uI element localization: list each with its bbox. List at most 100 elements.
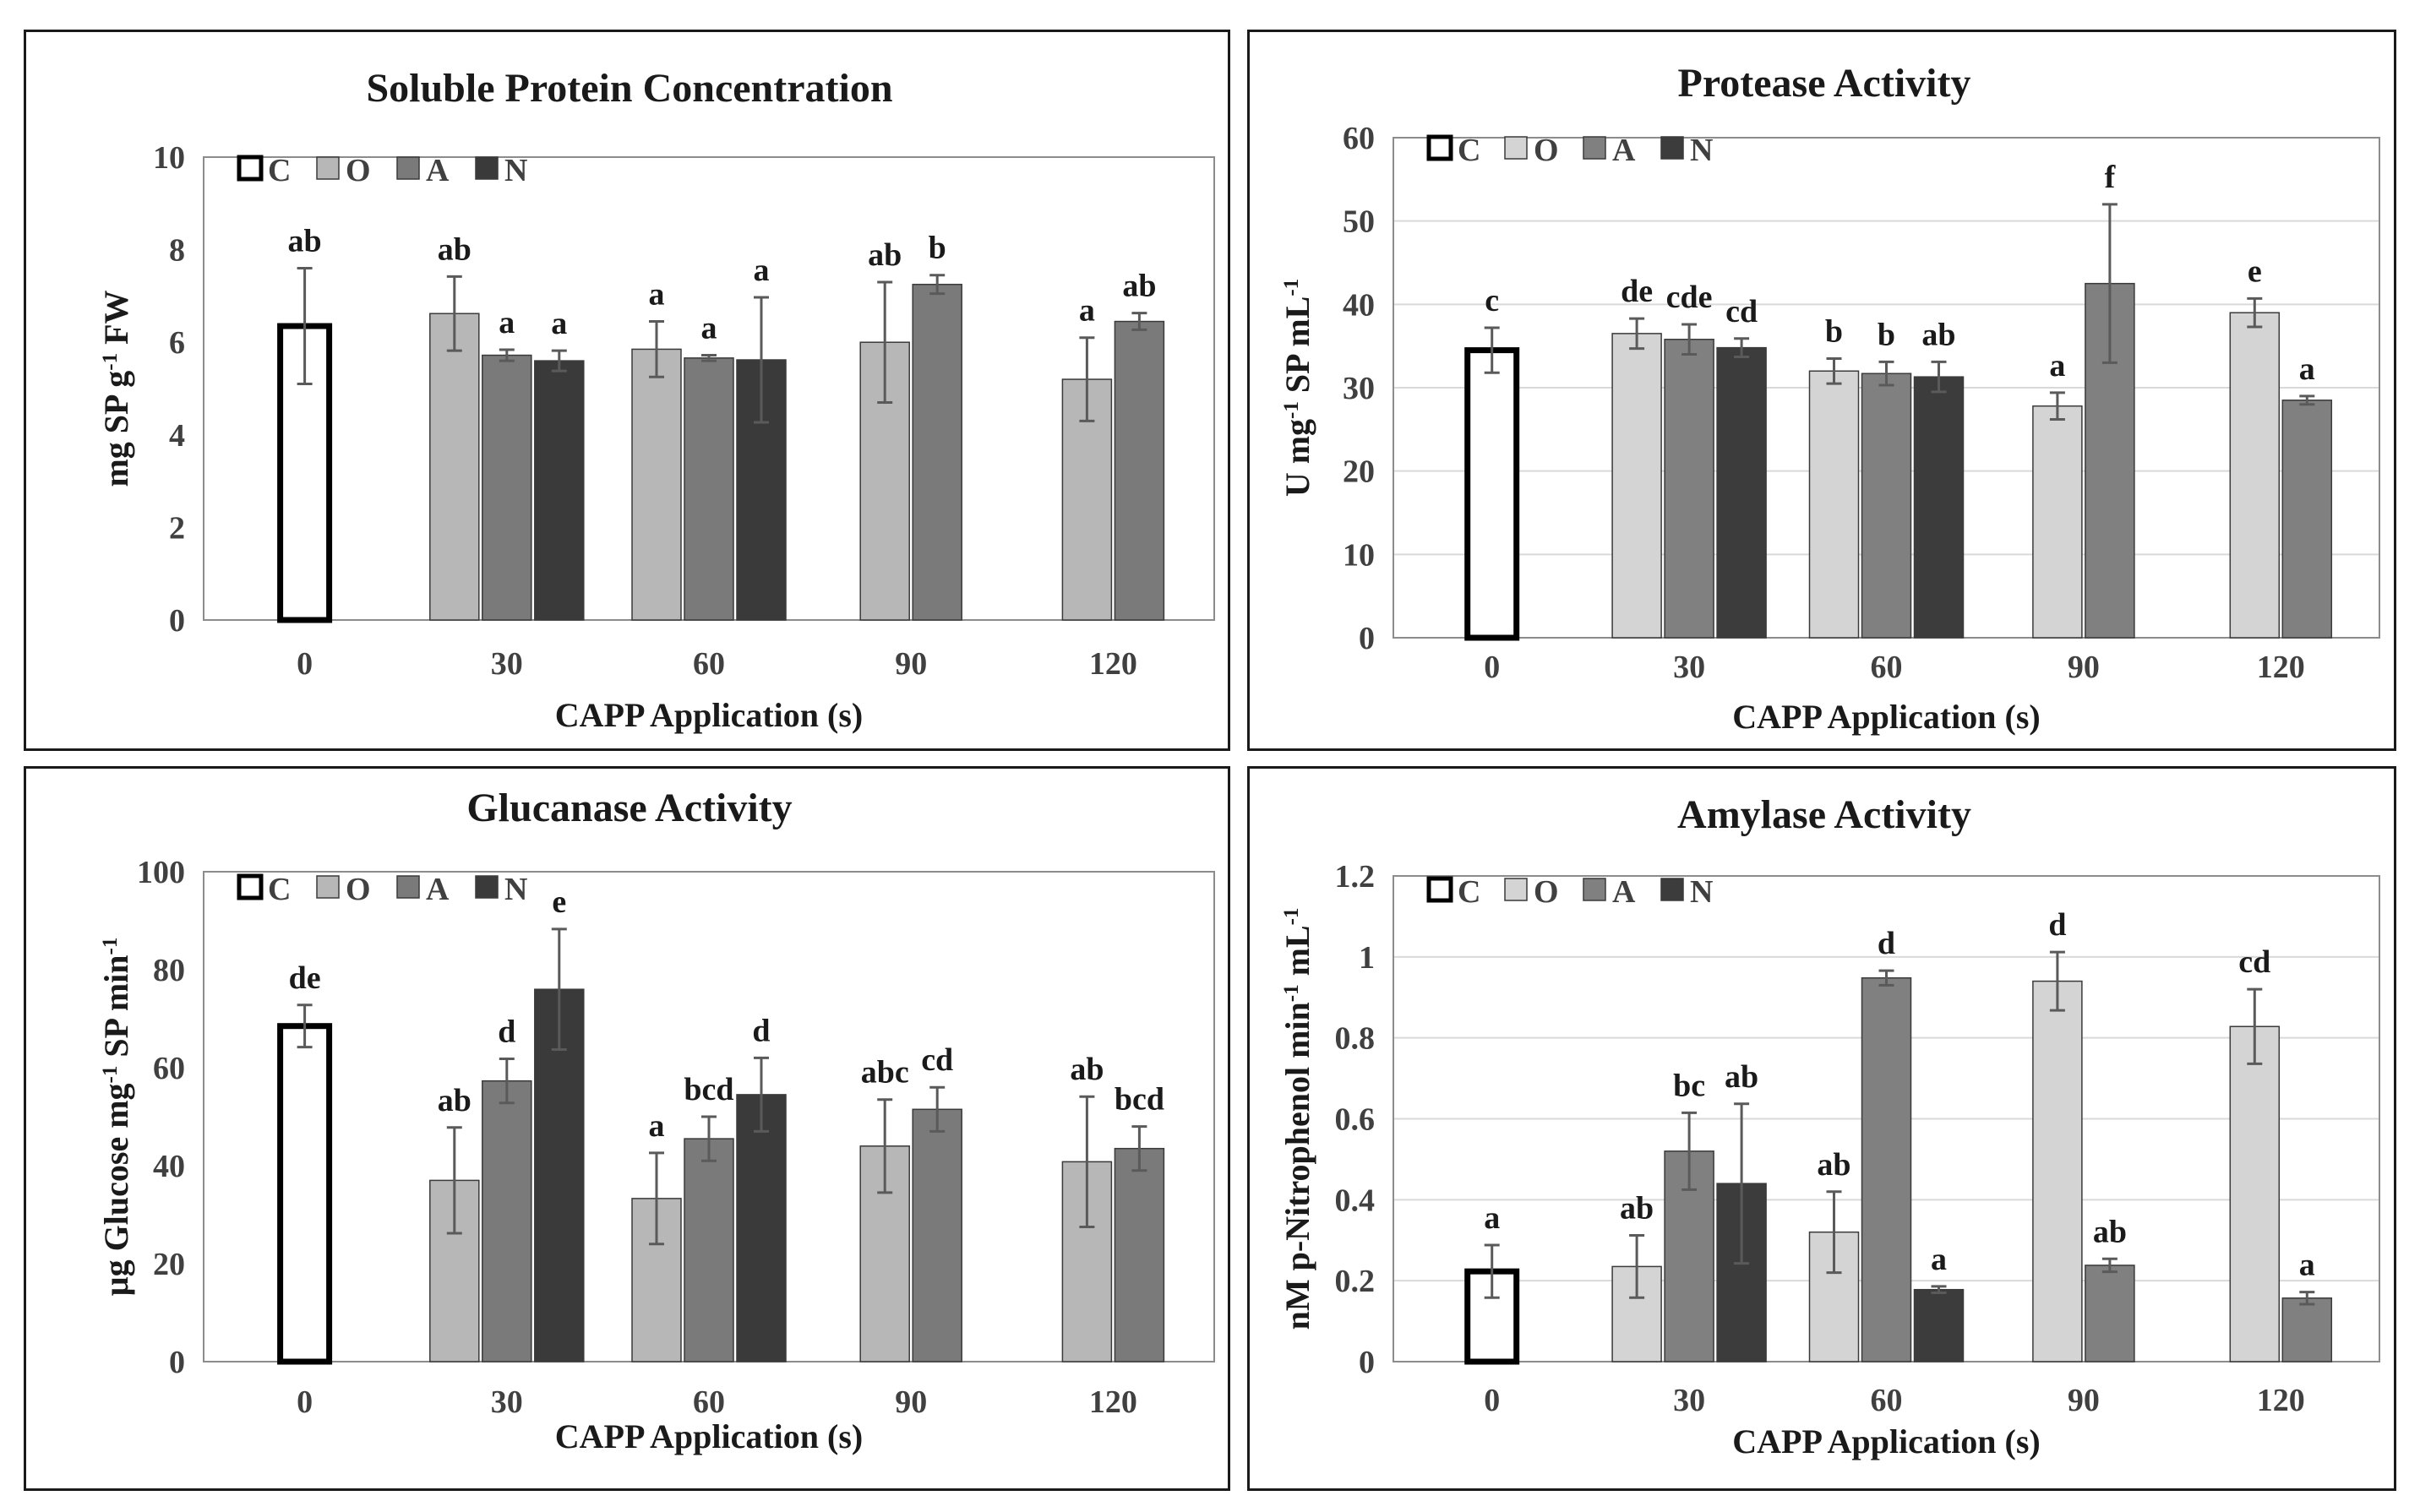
significance-letter: bcd (684, 1072, 733, 1107)
significance-letter: a (2299, 1248, 2315, 1283)
significance-letter: d (498, 1014, 515, 1050)
bar-N-30 (534, 360, 585, 621)
legend-swatch-O (1504, 878, 1528, 901)
y-tick-label: 60 (153, 1051, 185, 1086)
y-tick-label: 1.2 (1335, 859, 1376, 895)
significance-letter: ab (1725, 1059, 1758, 1095)
y-axis-label: U mg-1 SP mL-1 (1278, 279, 1316, 497)
y-tick-label: 8 (169, 233, 185, 269)
x-tick-label: 90 (895, 646, 927, 682)
significance-letter: ab (2093, 1214, 2127, 1249)
legend-label: O (1534, 133, 1559, 168)
significance-letter: d (752, 1013, 770, 1048)
bar-N-30 (534, 988, 585, 1362)
bar-A-60 (684, 357, 734, 621)
legend-label: A (426, 153, 450, 188)
bar-A-30 (1664, 1150, 1714, 1362)
bar-N-60 (736, 1094, 787, 1362)
significance-letter: b (1878, 317, 1895, 352)
legend-label: C (1458, 874, 1480, 910)
chart-title: Soluble Protein Concentration (366, 66, 892, 111)
bar-O-60 (631, 348, 682, 621)
y-tick-label: 40 (153, 1149, 185, 1184)
bar-A-30 (1664, 339, 1714, 639)
y-tick-label: 20 (153, 1247, 185, 1282)
x-tick-label: 120 (1089, 646, 1137, 682)
x-axis-label: CAPP Application (s) (1732, 698, 2040, 736)
significance-letter: a (2049, 348, 2065, 383)
bar-C-0 (1464, 347, 1520, 641)
significance-letter: a (1079, 293, 1095, 329)
y-tick-label: 0 (169, 603, 185, 639)
bar-O-30 (1611, 333, 1662, 639)
legend-swatch-C (1426, 134, 1453, 161)
significance-letter: a (2299, 351, 2315, 387)
bar-N-60 (1913, 376, 1965, 639)
bar-A-60 (684, 1138, 734, 1362)
legend-label: A (1612, 874, 1636, 910)
x-tick-label: 60 (1871, 650, 1903, 685)
legend-swatch-C (237, 873, 264, 900)
legend-swatch-N (475, 875, 499, 899)
significance-letter: ab (868, 237, 902, 273)
significance-letter: ab (438, 231, 471, 267)
significance-letter: d (2048, 907, 2066, 943)
x-tick-label: 90 (2068, 1383, 2100, 1418)
x-tick-label: 120 (2257, 1383, 2305, 1418)
y-axis-label: mg SP g-1 FW (97, 290, 135, 487)
y-tick-label: 0.2 (1335, 1264, 1376, 1299)
y-tick-label: 4 (169, 418, 185, 454)
legend-swatch-C (1426, 876, 1453, 903)
significance-letter: cde (1666, 280, 1713, 315)
legend-swatch-N (1660, 136, 1684, 160)
x-tick-label: 30 (1673, 1383, 1705, 1418)
y-tick-label: 2 (169, 510, 185, 546)
bar-A-90 (2085, 1265, 2135, 1362)
significance-letter: a (551, 306, 567, 341)
x-tick-label: 120 (1089, 1384, 1137, 1420)
significance-letter: a (1931, 1242, 1947, 1277)
significance-letter: abc (861, 1055, 909, 1090)
chart-title: Amylase Activity (1677, 792, 1971, 837)
bar-N-30 (1716, 346, 1767, 639)
y-tick-label: 10 (153, 140, 185, 176)
y-tick-label: 0 (169, 1345, 185, 1380)
significance-letter: ab (1070, 1052, 1104, 1087)
y-tick-label: 6 (169, 325, 185, 361)
legend-swatch-A (1583, 878, 1606, 901)
y-tick-label: 0.4 (1335, 1183, 1376, 1218)
significance-letter: bcd (1115, 1082, 1164, 1118)
x-axis-label: CAPP Application (s) (1732, 1422, 2040, 1460)
bar-A-120 (1114, 1147, 1165, 1362)
bar-O-90 (2032, 980, 2083, 1362)
bar-A-120 (2281, 400, 2333, 639)
y-tick-label: 0.6 (1335, 1102, 1376, 1138)
legend-swatch-O (316, 156, 340, 180)
bar-A-90 (912, 283, 962, 621)
legend-label: N (1690, 874, 1713, 910)
y-axis-label: µg Glucose mg-1 SP min-1 (97, 938, 135, 1297)
soluble-protein-panel: Soluble Protein Concentration 0 2 4 6 8 10 mg S… (24, 30, 1230, 751)
y-tick-label: 40 (1343, 287, 1375, 323)
significance-letter: ab (1921, 317, 1955, 352)
significance-letter: a (701, 311, 717, 346)
legend-label: C (268, 872, 291, 907)
soluble-protein-chart: Soluble Protein Concentration 0 2 4 6 8 10 mg S… (97, 66, 1215, 734)
x-axis-label: CAPP Application (s) (555, 1417, 863, 1455)
bar-O-90 (859, 1145, 910, 1362)
significance-letter: ab (1122, 269, 1156, 304)
bar-N-60 (1913, 1288, 1965, 1362)
y-tick-label: 20 (1343, 454, 1375, 490)
significance-letter: de (289, 960, 321, 996)
bar-A-120 (2281, 1297, 2333, 1362)
y-tick-label: 30 (1343, 371, 1375, 406)
legend-label: O (346, 153, 371, 188)
bar-A-30 (482, 354, 532, 621)
legend-swatch-A (396, 875, 420, 899)
bar-A-60 (1861, 373, 1912, 639)
significance-letter: c (1485, 283, 1499, 318)
